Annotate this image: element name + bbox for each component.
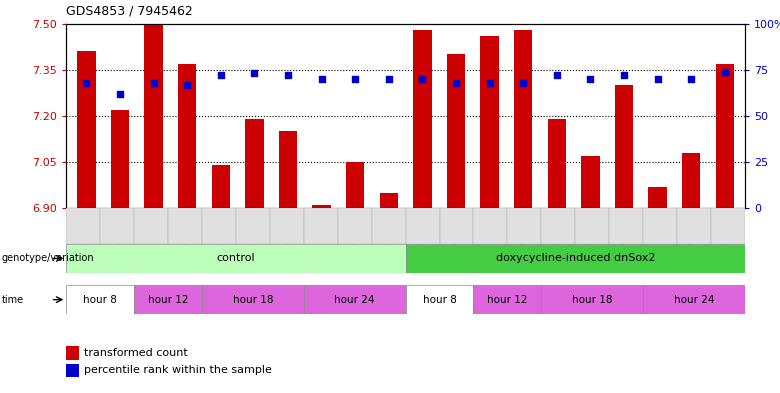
Point	[315, 76, 328, 82]
Text: percentile rank within the sample: percentile rank within the sample	[84, 365, 271, 375]
Point	[618, 72, 630, 79]
Point	[651, 76, 664, 82]
Bar	[346, 162, 364, 208]
Bar	[406, 285, 473, 314]
Bar	[202, 285, 304, 314]
Text: hour 24: hour 24	[674, 295, 714, 305]
Bar	[66, 208, 101, 244]
Point	[551, 72, 563, 79]
Bar	[406, 244, 745, 273]
Point	[349, 76, 361, 82]
Bar	[134, 208, 168, 244]
Text: hour 18: hour 18	[232, 295, 273, 305]
Bar	[312, 205, 331, 208]
Bar	[66, 346, 79, 360]
Text: time: time	[2, 295, 23, 305]
Point	[517, 79, 530, 86]
Bar	[66, 364, 79, 377]
Point	[282, 72, 294, 79]
Text: doxycycline-induced dnSox2: doxycycline-induced dnSox2	[495, 253, 655, 263]
Text: transformed count: transformed count	[84, 348, 188, 358]
Point	[181, 81, 193, 88]
Bar	[609, 208, 643, 244]
Bar	[211, 165, 230, 208]
Bar	[643, 208, 677, 244]
Point	[484, 79, 496, 86]
Text: hour 18: hour 18	[572, 295, 612, 305]
Bar	[576, 208, 609, 244]
Bar	[101, 208, 134, 244]
Bar	[648, 187, 667, 208]
Point	[114, 91, 126, 97]
Bar	[304, 285, 406, 314]
Point	[80, 79, 93, 86]
Bar	[338, 208, 372, 244]
Text: hour 12: hour 12	[488, 295, 527, 305]
Point	[382, 76, 395, 82]
Bar	[406, 208, 440, 244]
Bar	[178, 64, 197, 208]
Bar	[711, 208, 745, 244]
Text: hour 8: hour 8	[423, 295, 456, 305]
Point	[215, 72, 227, 79]
Text: control: control	[217, 253, 255, 263]
Bar	[473, 285, 541, 314]
Bar	[715, 64, 734, 208]
Bar	[66, 244, 406, 273]
Bar	[144, 24, 163, 208]
Point	[417, 76, 429, 82]
Point	[248, 70, 261, 77]
Text: GDS4853 / 7945462: GDS4853 / 7945462	[66, 4, 193, 17]
Bar	[304, 208, 338, 244]
Bar	[447, 54, 465, 208]
Bar	[548, 119, 566, 208]
Bar	[440, 208, 473, 244]
Bar	[77, 51, 96, 208]
Bar	[682, 153, 700, 208]
Text: hour 8: hour 8	[83, 295, 117, 305]
Bar	[372, 208, 406, 244]
Bar	[581, 156, 600, 208]
Text: hour 24: hour 24	[335, 295, 375, 305]
Point	[584, 76, 597, 82]
Bar	[677, 208, 711, 244]
Bar	[514, 30, 533, 208]
Point	[718, 68, 731, 75]
Bar	[168, 208, 202, 244]
Bar	[541, 208, 575, 244]
Bar	[507, 208, 541, 244]
Bar	[245, 119, 264, 208]
Bar	[278, 131, 297, 208]
Bar	[643, 285, 745, 314]
Bar	[202, 208, 236, 244]
Bar	[270, 208, 304, 244]
Bar	[473, 208, 507, 244]
Bar	[236, 208, 270, 244]
Bar	[541, 285, 643, 314]
Bar	[380, 193, 398, 208]
Bar	[66, 285, 134, 314]
Point	[450, 79, 463, 86]
Bar	[413, 30, 431, 208]
Point	[685, 76, 697, 82]
Text: hour 12: hour 12	[148, 295, 188, 305]
Bar	[134, 285, 202, 314]
Bar	[615, 85, 633, 208]
Text: genotype/variation: genotype/variation	[2, 253, 94, 263]
Point	[147, 79, 160, 86]
Bar	[480, 36, 499, 208]
Bar	[111, 110, 129, 208]
